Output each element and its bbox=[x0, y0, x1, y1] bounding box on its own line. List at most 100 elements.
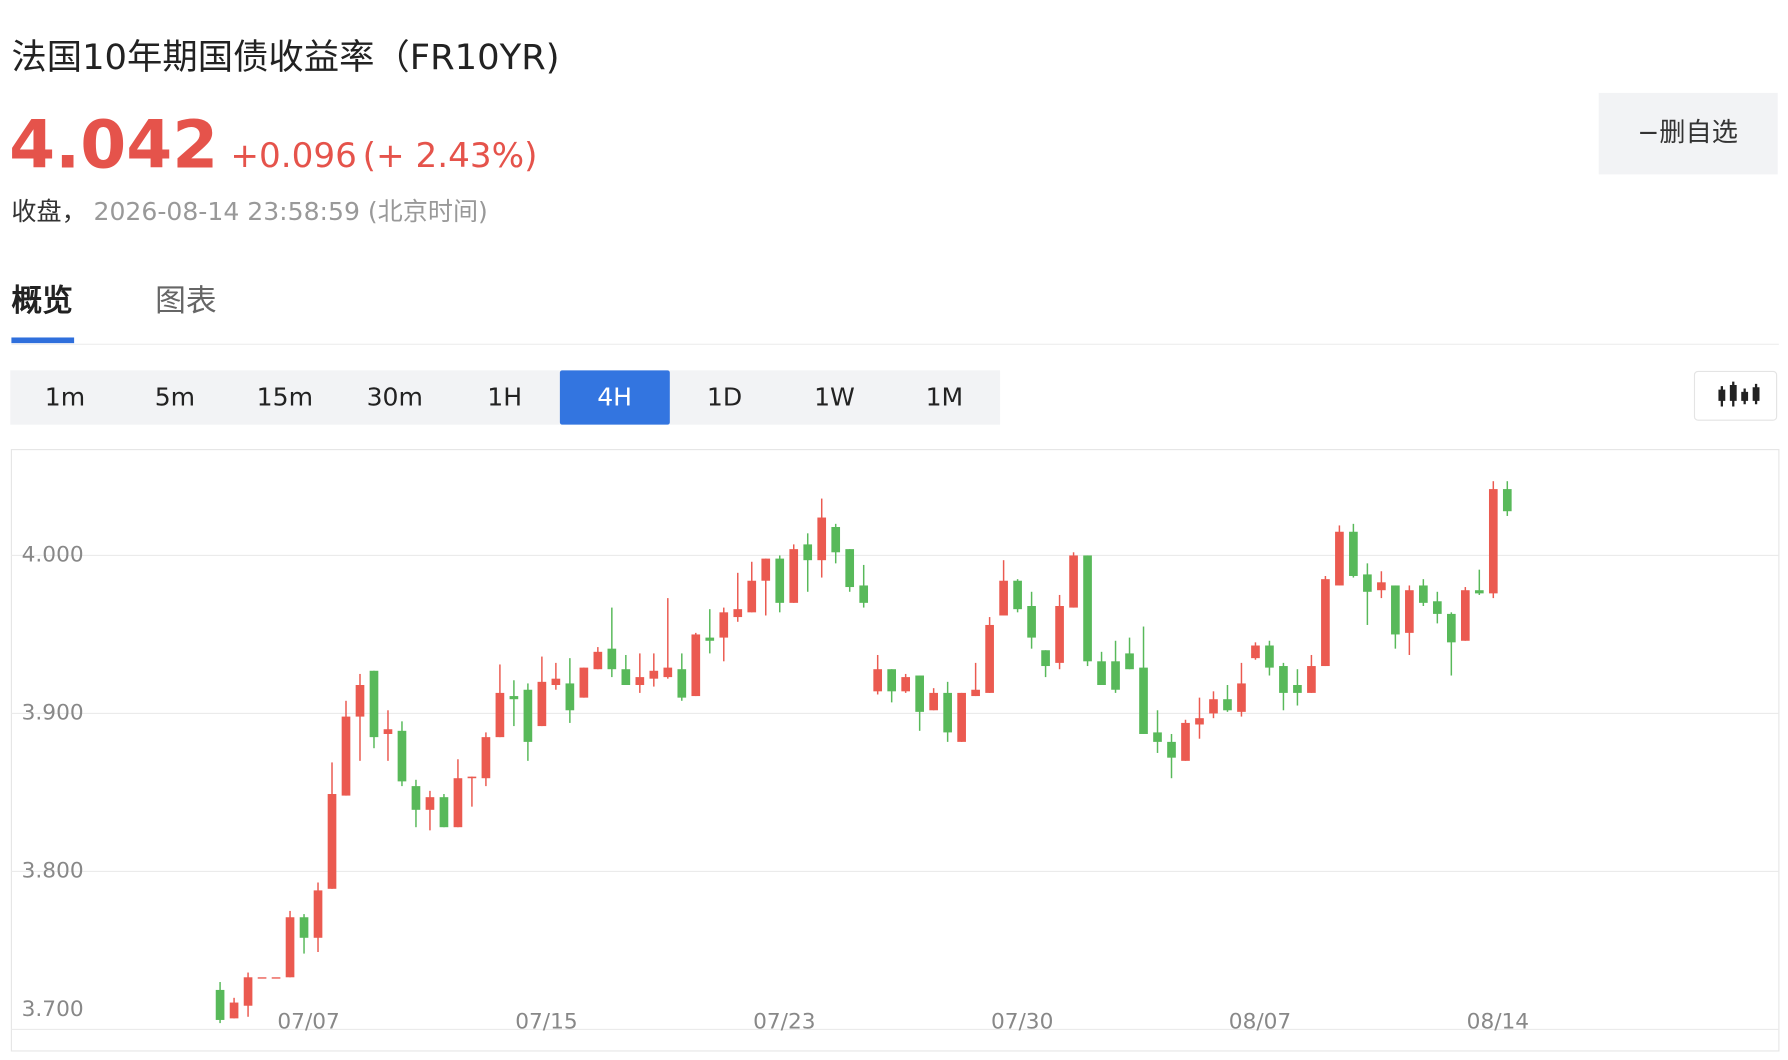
candle-body bbox=[789, 549, 799, 603]
x-tick-label: 08/14 bbox=[1467, 1010, 1529, 1035]
candle-body bbox=[271, 977, 281, 979]
candle-body bbox=[355, 685, 365, 717]
button-label: −删自选 bbox=[1637, 118, 1738, 148]
candle-body bbox=[607, 648, 617, 670]
candle-body bbox=[1167, 741, 1176, 758]
tab[interactable]: 概览 bbox=[11, 284, 73, 319]
candle-body bbox=[425, 797, 435, 810]
candle-body bbox=[1069, 555, 1078, 608]
candle-body bbox=[817, 517, 827, 561]
candle-body bbox=[649, 670, 659, 679]
candle-body bbox=[1433, 601, 1442, 614]
candle-body bbox=[313, 890, 323, 938]
candle-body bbox=[1125, 653, 1134, 670]
candle-body bbox=[803, 544, 813, 561]
candle-body bbox=[1363, 574, 1372, 592]
candle-body bbox=[957, 692, 966, 742]
candle-body bbox=[397, 730, 407, 782]
interval[interactable]: 1M bbox=[926, 383, 964, 412]
candle-body bbox=[215, 989, 225, 1020]
candle-body bbox=[495, 692, 505, 738]
candle-body bbox=[1251, 645, 1260, 659]
candle-body bbox=[1460, 590, 1470, 641]
chart-frame bbox=[10, 449, 1780, 1052]
candle-body bbox=[971, 689, 980, 697]
interval[interactable]: 1H bbox=[487, 383, 522, 412]
interval[interactable]: 30m bbox=[367, 383, 423, 412]
tab-underline bbox=[11, 337, 75, 344]
candle-body bbox=[747, 580, 757, 613]
icon bbox=[1718, 385, 1760, 401]
interval[interactable]: 1W bbox=[814, 383, 855, 412]
candle-body bbox=[1474, 590, 1484, 594]
title: 法国10年期国债收益率（FR10YR) bbox=[11, 37, 559, 78]
candle-body bbox=[915, 675, 924, 712]
candle-body bbox=[257, 977, 267, 979]
candle-body bbox=[453, 778, 463, 828]
candle-body bbox=[719, 612, 729, 638]
status: 收盘， bbox=[11, 197, 86, 226]
candle-body bbox=[1321, 579, 1330, 667]
y-tick-label: 3.700 bbox=[22, 997, 84, 1022]
candle-body bbox=[887, 669, 897, 692]
candle-body bbox=[1265, 645, 1274, 668]
candle-body bbox=[229, 1002, 239, 1019]
candle-body bbox=[1097, 661, 1106, 686]
candle-body bbox=[285, 917, 295, 978]
candle-body bbox=[1027, 606, 1036, 638]
candle-body bbox=[999, 580, 1008, 616]
interval[interactable]: 5m bbox=[155, 383, 195, 412]
candle-body bbox=[1447, 613, 1456, 643]
tab[interactable]: 图表 bbox=[155, 284, 217, 319]
x-tick-label: 08/07 bbox=[1229, 1010, 1291, 1035]
candle-body bbox=[1419, 585, 1428, 603]
candle-body bbox=[1349, 531, 1358, 576]
candle-body bbox=[509, 696, 519, 700]
candle-body bbox=[411, 786, 421, 810]
candle-body bbox=[537, 681, 547, 727]
candle-body bbox=[1209, 699, 1218, 714]
candle-body bbox=[1307, 666, 1316, 693]
price: 4.042 bbox=[9, 107, 218, 184]
candle-body bbox=[733, 609, 743, 618]
candle-body bbox=[1391, 585, 1400, 635]
candle-body bbox=[635, 677, 645, 686]
candle-body bbox=[341, 716, 351, 796]
candle-body bbox=[621, 669, 631, 686]
candle-body bbox=[705, 637, 715, 641]
candle-body bbox=[579, 667, 589, 698]
x-tick-label: 07/23 bbox=[753, 1010, 815, 1035]
button-bg bbox=[1598, 92, 1778, 175]
candle-body bbox=[1195, 718, 1204, 725]
chart-type-button[interactable] bbox=[1693, 370, 1778, 421]
candle-body bbox=[1181, 722, 1190, 761]
candle-body bbox=[901, 677, 910, 692]
x-tick-label: 07/30 bbox=[991, 1010, 1053, 1035]
interval[interactable]: 1D bbox=[707, 383, 742, 412]
candle-body bbox=[775, 558, 785, 603]
candle-body bbox=[369, 670, 379, 738]
y-tick-label: 3.900 bbox=[22, 700, 84, 725]
candle-body bbox=[1083, 555, 1092, 662]
candle-body bbox=[761, 558, 771, 581]
candle-body bbox=[873, 669, 883, 692]
interval[interactable]: 1m bbox=[45, 383, 85, 412]
watchlist-button[interactable]: −删自选 bbox=[1598, 92, 1778, 175]
candle-body bbox=[1405, 590, 1414, 633]
interval[interactable]: 15m bbox=[257, 383, 313, 412]
candle-body bbox=[1279, 666, 1288, 693]
candle-body bbox=[383, 729, 393, 734]
candle-body bbox=[1502, 489, 1512, 512]
candle-body bbox=[677, 669, 687, 698]
interval[interactable]: 4H bbox=[597, 383, 632, 412]
interval-active bbox=[559, 370, 670, 425]
change-pct: (+ 2.43%) bbox=[363, 136, 538, 176]
candle-body bbox=[523, 689, 533, 742]
candle-body bbox=[1055, 606, 1064, 663]
candle-body bbox=[481, 737, 491, 779]
candle-body bbox=[1335, 531, 1344, 586]
candle-body bbox=[929, 692, 938, 711]
candle-body bbox=[299, 917, 309, 938]
